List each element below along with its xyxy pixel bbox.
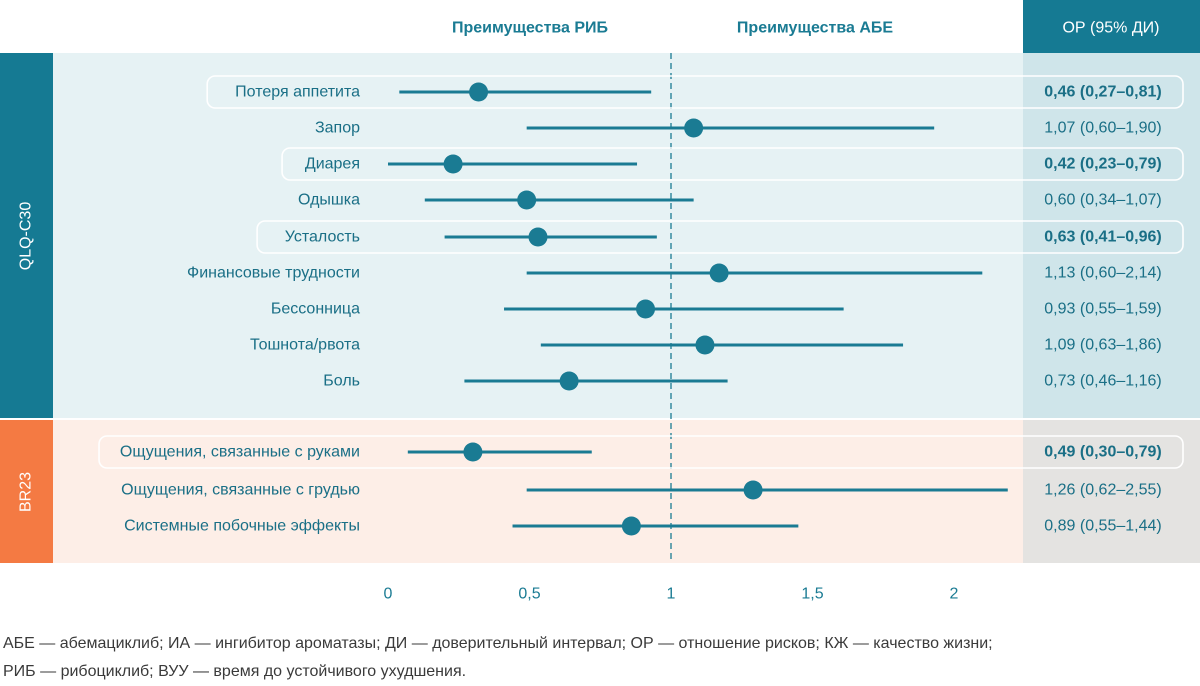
forest-row: Запор 1,07 (0,60–1,90) — [315, 118, 1162, 138]
hr-column-bg-br23 — [1023, 420, 1200, 563]
hr-point — [443, 154, 463, 174]
hr-value-label: 1,26 (0,62–2,55) — [1044, 482, 1161, 499]
forest-row: Тошнота/рвота 1,09 (0,63–1,86) — [250, 335, 1162, 355]
hr-value-label: 0,63 (0,41–0,96) — [1044, 229, 1161, 246]
row-label: Тошнота/рвота — [250, 337, 360, 354]
row-label: Системные побочные эффекты — [124, 518, 360, 535]
forest-row: Финансовые трудности 1,13 (0,60–2,14) — [187, 263, 1162, 283]
row-label: Потеря аппетита — [235, 84, 360, 101]
row-label: Финансовые трудности — [187, 265, 360, 282]
hr-point — [463, 442, 483, 462]
row-label: Боль — [323, 373, 360, 390]
forest-rows: Потеря аппетита 0,46 (0,27–0,81) Запор 1,07… — [98, 53, 1184, 563]
footnote-line-2: РИБ — рибоциклиб; ВУУ — время до устойчи… — [3, 663, 467, 680]
row-highlight-box — [281, 147, 1184, 181]
hr-value-label: 0,49 (0,30–0,79) — [1044, 444, 1161, 461]
x-axis-ticks: 0 0,5 1 1,5 2 — [384, 586, 959, 603]
hr-value-label: 1,13 (0,60–2,14) — [1044, 265, 1161, 282]
row-label: Запор — [315, 120, 360, 137]
hr-point — [743, 480, 763, 500]
x-tick-label: 0 — [384, 586, 393, 603]
group-label-qlq-c30: QLQ-C30 — [18, 202, 35, 271]
x-tick-label: 0,5 — [518, 586, 540, 603]
hr-point — [469, 82, 489, 102]
hr-point — [621, 516, 641, 536]
row-label: Ощущения, связанные с руками — [120, 444, 360, 461]
group-band-br23 — [0, 420, 53, 563]
x-tick-label: 1,5 — [801, 586, 823, 603]
x-tick-label: 2 — [950, 586, 959, 603]
x-tick-label: 1 — [667, 586, 676, 603]
row-label: Ощущения, связанные с грудью — [121, 482, 360, 499]
hr-value-label: 0,46 (0,27–0,81) — [1044, 84, 1161, 101]
hr-point — [636, 299, 656, 319]
row-highlight-box — [256, 220, 1184, 254]
hr-value-label: 0,60 (0,34–1,07) — [1044, 192, 1161, 209]
hr-column-header-bg — [1023, 0, 1200, 53]
group-label-br23: BR23 — [18, 472, 35, 512]
footnote: АБЕ — абемациклиб; ИА — ингибитор аромат… — [3, 630, 1193, 686]
forest-row: Потеря аппетита 0,46 (0,27–0,81) — [206, 75, 1184, 109]
row-label: Усталость — [285, 229, 360, 246]
favors-abemaciclib-label: Преимущества АБЕ — [737, 20, 893, 37]
forest-row: Боль 0,73 (0,46–1,16) — [323, 371, 1162, 391]
hr-point — [709, 263, 729, 283]
hr-point — [559, 371, 579, 391]
hr-point — [528, 227, 548, 247]
forest-row: Одышка 0,60 (0,34–1,07) — [298, 190, 1162, 210]
forest-row: Ощущения, связанные с руками 0,49 (0,30–0… — [98, 435, 1184, 469]
row-label: Бессонница — [271, 301, 360, 318]
hr-column-header: ОР (95% ДИ) — [1062, 20, 1159, 37]
forest-row: Системные побочные эффекты 0,89 (0,55–1,4… — [124, 516, 1162, 536]
forest-plot: QLQ-C30 BR23 ОР (95% ДИ) Преимущества РИ… — [0, 0, 1200, 603]
hr-point — [695, 335, 715, 355]
forest-row: Ощущения, связанные с грудью 1,26 (0,62–2… — [121, 480, 1162, 500]
hr-point — [517, 190, 537, 210]
row-label: Диарея — [305, 156, 360, 173]
hr-value-label: 1,07 (0,60–1,90) — [1044, 120, 1161, 137]
hr-value-label: 0,42 (0,23–0,79) — [1044, 156, 1161, 173]
footnote-line-1: АБЕ — абемациклиб; ИА — ингибитор аромат… — [3, 635, 993, 652]
forest-row: Бессонница 0,93 (0,55–1,59) — [271, 299, 1162, 319]
row-label: Одышка — [298, 192, 360, 209]
group-band-qlq-c30 — [0, 53, 53, 418]
forest-row: Усталость 0,63 (0,41–0,96) — [256, 220, 1184, 254]
hr-value-label: 0,89 (0,55–1,44) — [1044, 518, 1161, 535]
forest-row: Диарея 0,42 (0,23–0,79) — [281, 147, 1184, 181]
hr-value-label: 1,09 (0,63–1,86) — [1044, 337, 1161, 354]
hr-column-bg-qlq — [1023, 53, 1200, 418]
hr-point — [684, 118, 704, 138]
hr-value-label: 0,73 (0,46–1,16) — [1044, 373, 1161, 390]
hr-value-label: 0,93 (0,55–1,59) — [1044, 301, 1161, 318]
row-highlight-box — [98, 435, 1184, 469]
favors-ribociclib-label: Преимущества РИБ — [452, 20, 608, 37]
row-highlight-box — [206, 75, 1184, 109]
